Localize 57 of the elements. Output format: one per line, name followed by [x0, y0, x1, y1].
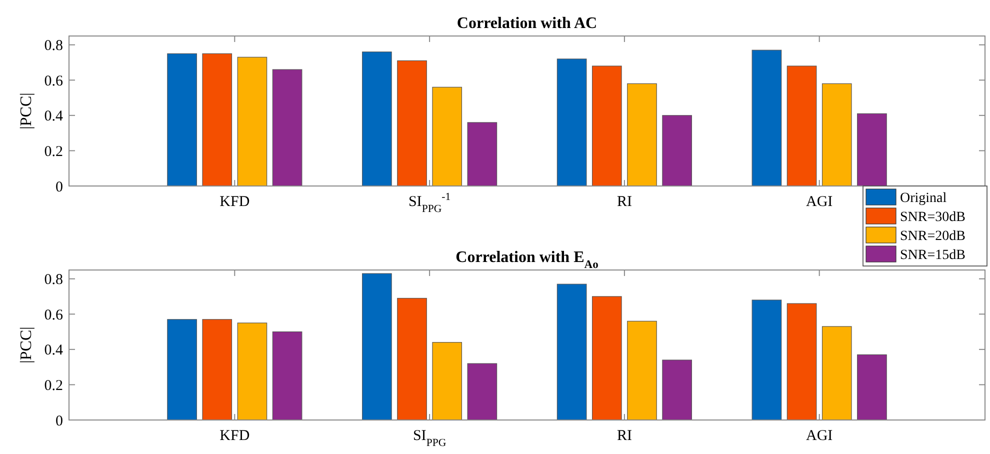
y-tick-label: 0.6	[44, 307, 64, 324]
bar	[432, 342, 462, 420]
y-tick-label: 0.4	[44, 108, 64, 125]
bar	[272, 331, 302, 420]
x-tick-label: SI$_{PPG}$	[412, 428, 446, 449]
bar	[627, 320, 657, 420]
bar	[662, 360, 692, 420]
bar	[857, 113, 887, 186]
bar	[556, 58, 587, 186]
bar	[167, 53, 197, 186]
y-axis-title: |PCC|	[18, 326, 35, 364]
bar	[237, 56, 268, 186]
bar	[237, 322, 268, 420]
bar	[627, 83, 657, 186]
bar	[857, 354, 887, 420]
y-tick-label: 0	[56, 413, 63, 430]
chart-title: Correlation with E$_{Ao}$	[456, 249, 599, 271]
bar	[752, 300, 782, 420]
bar	[556, 284, 587, 420]
y-axis-title: |PCC|	[18, 92, 35, 130]
bar	[362, 273, 392, 420]
bar	[662, 115, 692, 186]
bar	[786, 66, 817, 186]
chart-title: Correlation with AC	[456, 15, 598, 32]
bar	[786, 303, 817, 420]
legend-label: Original	[900, 191, 947, 206]
bar	[397, 298, 427, 420]
bar	[202, 319, 232, 420]
bar	[397, 60, 427, 186]
y-tick-label: 0.8	[44, 272, 63, 288]
bar	[592, 296, 622, 420]
y-tick-label: 0.8	[44, 38, 63, 54]
bar	[202, 53, 232, 186]
x-tick-label: RI	[616, 194, 632, 210]
bar	[167, 319, 197, 420]
x-tick-label: AGI	[806, 194, 833, 210]
y-tick-label: 0.2	[44, 144, 63, 160]
x-tick-label: KFD	[220, 428, 250, 444]
bar	[822, 326, 852, 420]
legend-label: SNR=20dB	[900, 229, 966, 244]
bar	[592, 66, 622, 186]
bar	[467, 122, 498, 186]
bar	[432, 86, 462, 186]
legend-label: SNR=30dB	[900, 210, 966, 225]
y-tick-label: 0.4	[44, 342, 64, 359]
x-tick-label: KFD	[220, 194, 250, 210]
bar	[272, 69, 302, 186]
y-tick-label: 0.6	[44, 73, 64, 90]
legend-label: SNR=15dB	[900, 248, 966, 263]
bar	[467, 363, 498, 420]
bar	[752, 50, 782, 186]
bar	[822, 83, 852, 186]
bar	[362, 52, 392, 186]
x-tick-label: RI	[616, 428, 632, 444]
y-tick-label: 0	[56, 179, 63, 196]
x-tick-label: AGI	[806, 428, 833, 444]
y-tick-label: 0.2	[44, 378, 63, 394]
